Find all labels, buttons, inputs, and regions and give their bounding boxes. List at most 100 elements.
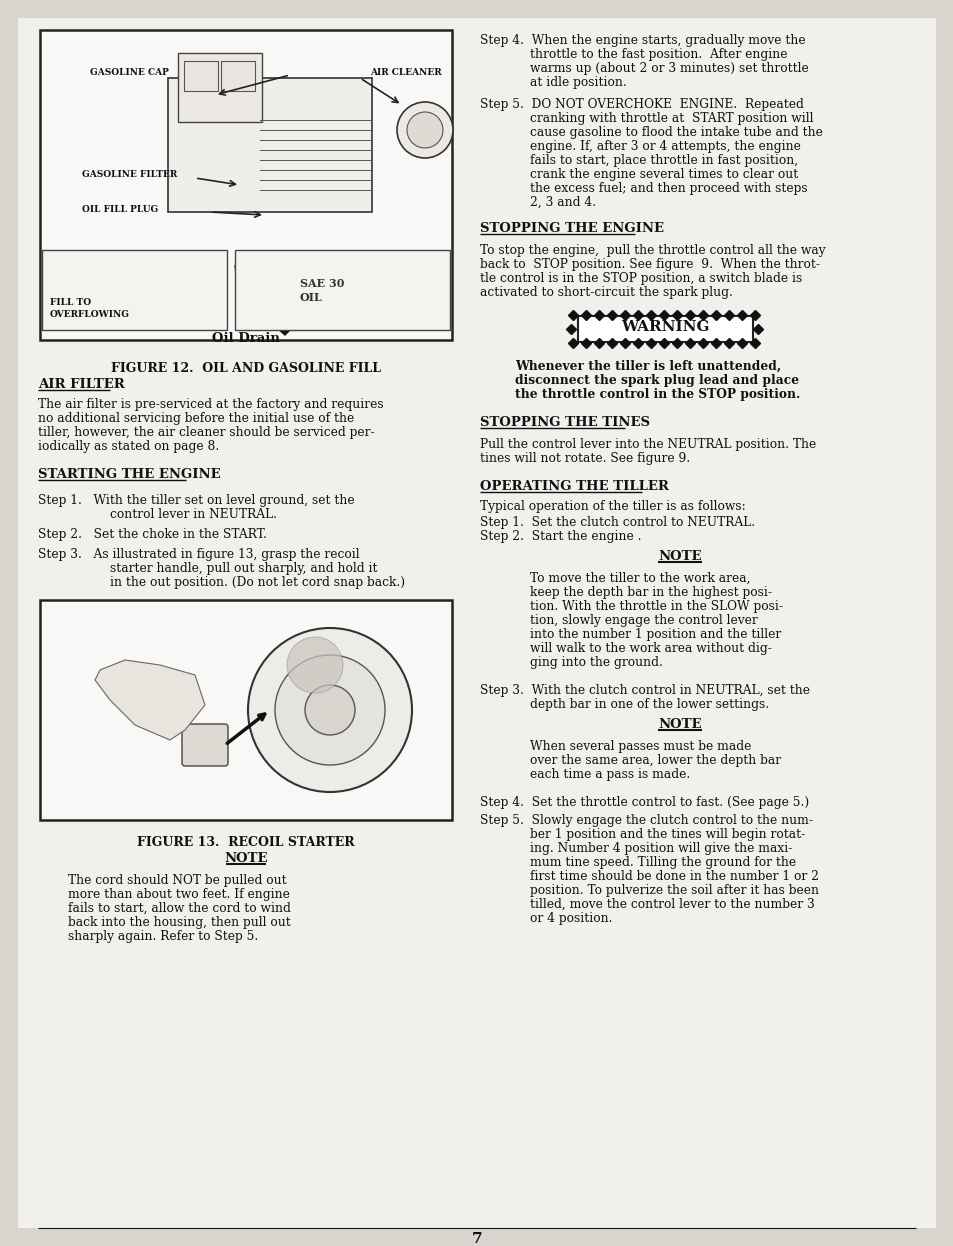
Text: or 4 position.: or 4 position. [530,912,612,925]
Text: in the out position. (Do not let cord snap back.): in the out position. (Do not let cord sn… [110,576,405,589]
Text: NOTE: NOTE [224,852,268,865]
Text: ber 1 position and the tines will begin rotat-: ber 1 position and the tines will begin … [530,829,804,841]
Text: FILL TO: FILL TO [50,298,91,307]
Text: Typical operation of the tiller is as follows:: Typical operation of the tiller is as fo… [479,500,745,513]
Text: into the number 1 position and the tiller: into the number 1 position and the tille… [530,628,781,640]
Text: tion, slowly engage the control lever: tion, slowly engage the control lever [530,614,757,627]
Text: back to  STOP position. See figure  9.  When the throt-: back to STOP position. See figure 9. Whe… [479,258,820,270]
Text: each time a pass is made.: each time a pass is made. [530,768,690,781]
Text: Whenever the tiller is left unattended,: Whenever the tiller is left unattended, [515,360,781,373]
FancyBboxPatch shape [182,724,228,766]
Text: ging into the ground.: ging into the ground. [530,655,662,669]
Text: tilled, move the control lever to the number 3: tilled, move the control lever to the nu… [530,898,814,911]
Text: Step 4.  When the engine starts, gradually move the: Step 4. When the engine starts, graduall… [479,34,804,47]
Text: position. To pulverize the soil after it has been: position. To pulverize the soil after it… [530,883,818,897]
Text: first time should be done in the number 1 or 2: first time should be done in the number … [530,870,818,883]
Text: activated to short-circuit the spark plug.: activated to short-circuit the spark plu… [479,287,732,299]
Text: the excess fuel; and then proceed with steps: the excess fuel; and then proceed with s… [530,182,807,196]
Text: tle control is in the STOP position, a switch blade is: tle control is in the STOP position, a s… [479,272,801,285]
Text: the throttle control in the STOP position.: the throttle control in the STOP positio… [515,388,800,401]
Text: FIGURE 12.  OIL AND GASOLINE FILL: FIGURE 12. OIL AND GASOLINE FILL [111,363,380,375]
Text: Step 5.  DO NOT OVERCHOKE  ENGINE.  Repeated: Step 5. DO NOT OVERCHOKE ENGINE. Repeate… [479,98,803,111]
FancyBboxPatch shape [178,54,262,122]
Text: GASOLINE FILTER: GASOLINE FILTER [82,169,177,179]
Text: more than about two feet. If engine: more than about two feet. If engine [68,888,290,901]
Text: tion. With the throttle in the SLOW posi-: tion. With the throttle in the SLOW posi… [530,601,782,613]
Text: Step 1.   With the tiller set on level ground, set the: Step 1. With the tiller set on level gro… [38,493,355,507]
Text: WARNING: WARNING [620,320,708,334]
Text: sharply again. Refer to Step 5.: sharply again. Refer to Step 5. [68,930,258,943]
Text: OIL: OIL [299,292,322,303]
Text: STOPPING THE ENGINE: STOPPING THE ENGINE [479,222,663,235]
Circle shape [407,112,442,148]
Circle shape [305,685,355,735]
Text: FIGURE 13.  RECOIL STARTER: FIGURE 13. RECOIL STARTER [137,836,355,849]
FancyBboxPatch shape [18,17,935,1229]
FancyBboxPatch shape [40,601,452,820]
Text: Step 2.  Start the engine .: Step 2. Start the engine . [479,530,640,543]
Text: GASOLINE CAP: GASOLINE CAP [90,69,169,77]
FancyBboxPatch shape [168,78,372,212]
Text: OVERFLOWING: OVERFLOWING [50,310,130,319]
Text: at idle position.: at idle position. [530,76,626,88]
Text: crank the engine several times to clear out: crank the engine several times to clear … [530,168,798,181]
Text: When several passes must be made: When several passes must be made [530,740,751,753]
Text: ing. Number 4 position will give the maxi-: ing. Number 4 position will give the max… [530,842,792,855]
FancyBboxPatch shape [184,61,218,91]
FancyBboxPatch shape [221,61,254,91]
Polygon shape [234,265,294,335]
Text: cause gasoline to flood the intake tube and the: cause gasoline to flood the intake tube … [530,126,822,140]
Text: To stop the engine,  pull the throttle control all the way: To stop the engine, pull the throttle co… [479,244,824,257]
Text: Step 3.   As illustrated in figure 13, grasp the recoil: Step 3. As illustrated in figure 13, gra… [38,548,359,561]
Text: warms up (about 2 or 3 minutes) set throttle: warms up (about 2 or 3 minutes) set thro… [530,62,808,75]
Text: depth bar in one of the lower settings.: depth bar in one of the lower settings. [530,698,768,711]
Text: OPERATING THE TILLER: OPERATING THE TILLER [479,480,668,493]
Text: mum tine speed. Tilling the ground for the: mum tine speed. Tilling the ground for t… [530,856,796,868]
Text: back into the housing, then pull out: back into the housing, then pull out [68,916,291,930]
Circle shape [274,655,385,765]
Text: tiller, however, the air cleaner should be serviced per-: tiller, however, the air cleaner should … [38,426,375,439]
Polygon shape [95,660,205,740]
Text: OIL FILL PLUG: OIL FILL PLUG [82,206,158,214]
FancyBboxPatch shape [234,250,450,330]
FancyBboxPatch shape [40,30,452,340]
Text: 2, 3 and 4.: 2, 3 and 4. [530,196,596,209]
Circle shape [248,628,412,792]
Text: Step 2.   Set the choke in the START.: Step 2. Set the choke in the START. [38,528,267,541]
Text: 7: 7 [471,1232,482,1246]
Text: Step 3.  With the clutch control in NEUTRAL, set the: Step 3. With the clutch control in NEUTR… [479,684,809,697]
Text: SAE 30: SAE 30 [299,278,344,289]
Text: Step 1.  Set the clutch control to NEUTRAL.: Step 1. Set the clutch control to NEUTRA… [479,516,755,530]
Text: iodically as stated on page 8.: iodically as stated on page 8. [38,440,219,454]
Text: NOTE: NOTE [658,549,701,563]
Text: throttle to the fast position.  After engine: throttle to the fast position. After eng… [530,49,786,61]
Text: tines will not rotate. See figure 9.: tines will not rotate. See figure 9. [479,452,690,465]
Text: Oil Drain: Oil Drain [212,331,279,345]
Text: STARTING THE ENGINE: STARTING THE ENGINE [38,468,220,481]
Text: cranking with throttle at  START position will: cranking with throttle at START position… [530,112,813,125]
Text: engine. If, after 3 or 4 attempts, the engine: engine. If, after 3 or 4 attempts, the e… [530,140,800,153]
Circle shape [396,102,453,158]
FancyBboxPatch shape [42,250,227,330]
Text: fails to start, allow the cord to wind: fails to start, allow the cord to wind [68,902,291,915]
Circle shape [287,637,343,693]
Text: keep the depth bar in the highest posi-: keep the depth bar in the highest posi- [530,586,771,599]
Text: will walk to the work area without dig-: will walk to the work area without dig- [530,642,771,655]
Text: AIR CLEANER: AIR CLEANER [370,69,441,77]
Text: To move the tiller to the work area,: To move the tiller to the work area, [530,572,750,586]
Text: STOPPING THE TINES: STOPPING THE TINES [479,416,649,429]
Text: Pull the control lever into the NEUTRAL position. The: Pull the control lever into the NEUTRAL … [479,439,816,451]
Text: control lever in NEUTRAL.: control lever in NEUTRAL. [110,508,276,521]
Text: disconnect the spark plug lead and place: disconnect the spark plug lead and place [515,374,799,388]
FancyBboxPatch shape [578,316,752,341]
Text: starter handle, pull out sharply, and hold it: starter handle, pull out sharply, and ho… [110,562,377,574]
Text: Step 5.  Slowly engage the clutch control to the num-: Step 5. Slowly engage the clutch control… [479,814,812,827]
Text: no additional servicing before the initial use of the: no additional servicing before the initi… [38,412,354,425]
Text: over the same area, lower the depth bar: over the same area, lower the depth bar [530,754,781,768]
Text: Step 4.  Set the throttle control to fast. (See page 5.): Step 4. Set the throttle control to fast… [479,796,808,809]
Text: NOTE: NOTE [658,718,701,731]
Text: fails to start, place throttle in fast position,: fails to start, place throttle in fast p… [530,155,798,167]
Text: AIR FILTER: AIR FILTER [38,378,125,391]
Text: The air filter is pre-serviced at the factory and requires: The air filter is pre-serviced at the fa… [38,397,383,411]
Text: The cord should NOT be pulled out: The cord should NOT be pulled out [68,873,286,887]
